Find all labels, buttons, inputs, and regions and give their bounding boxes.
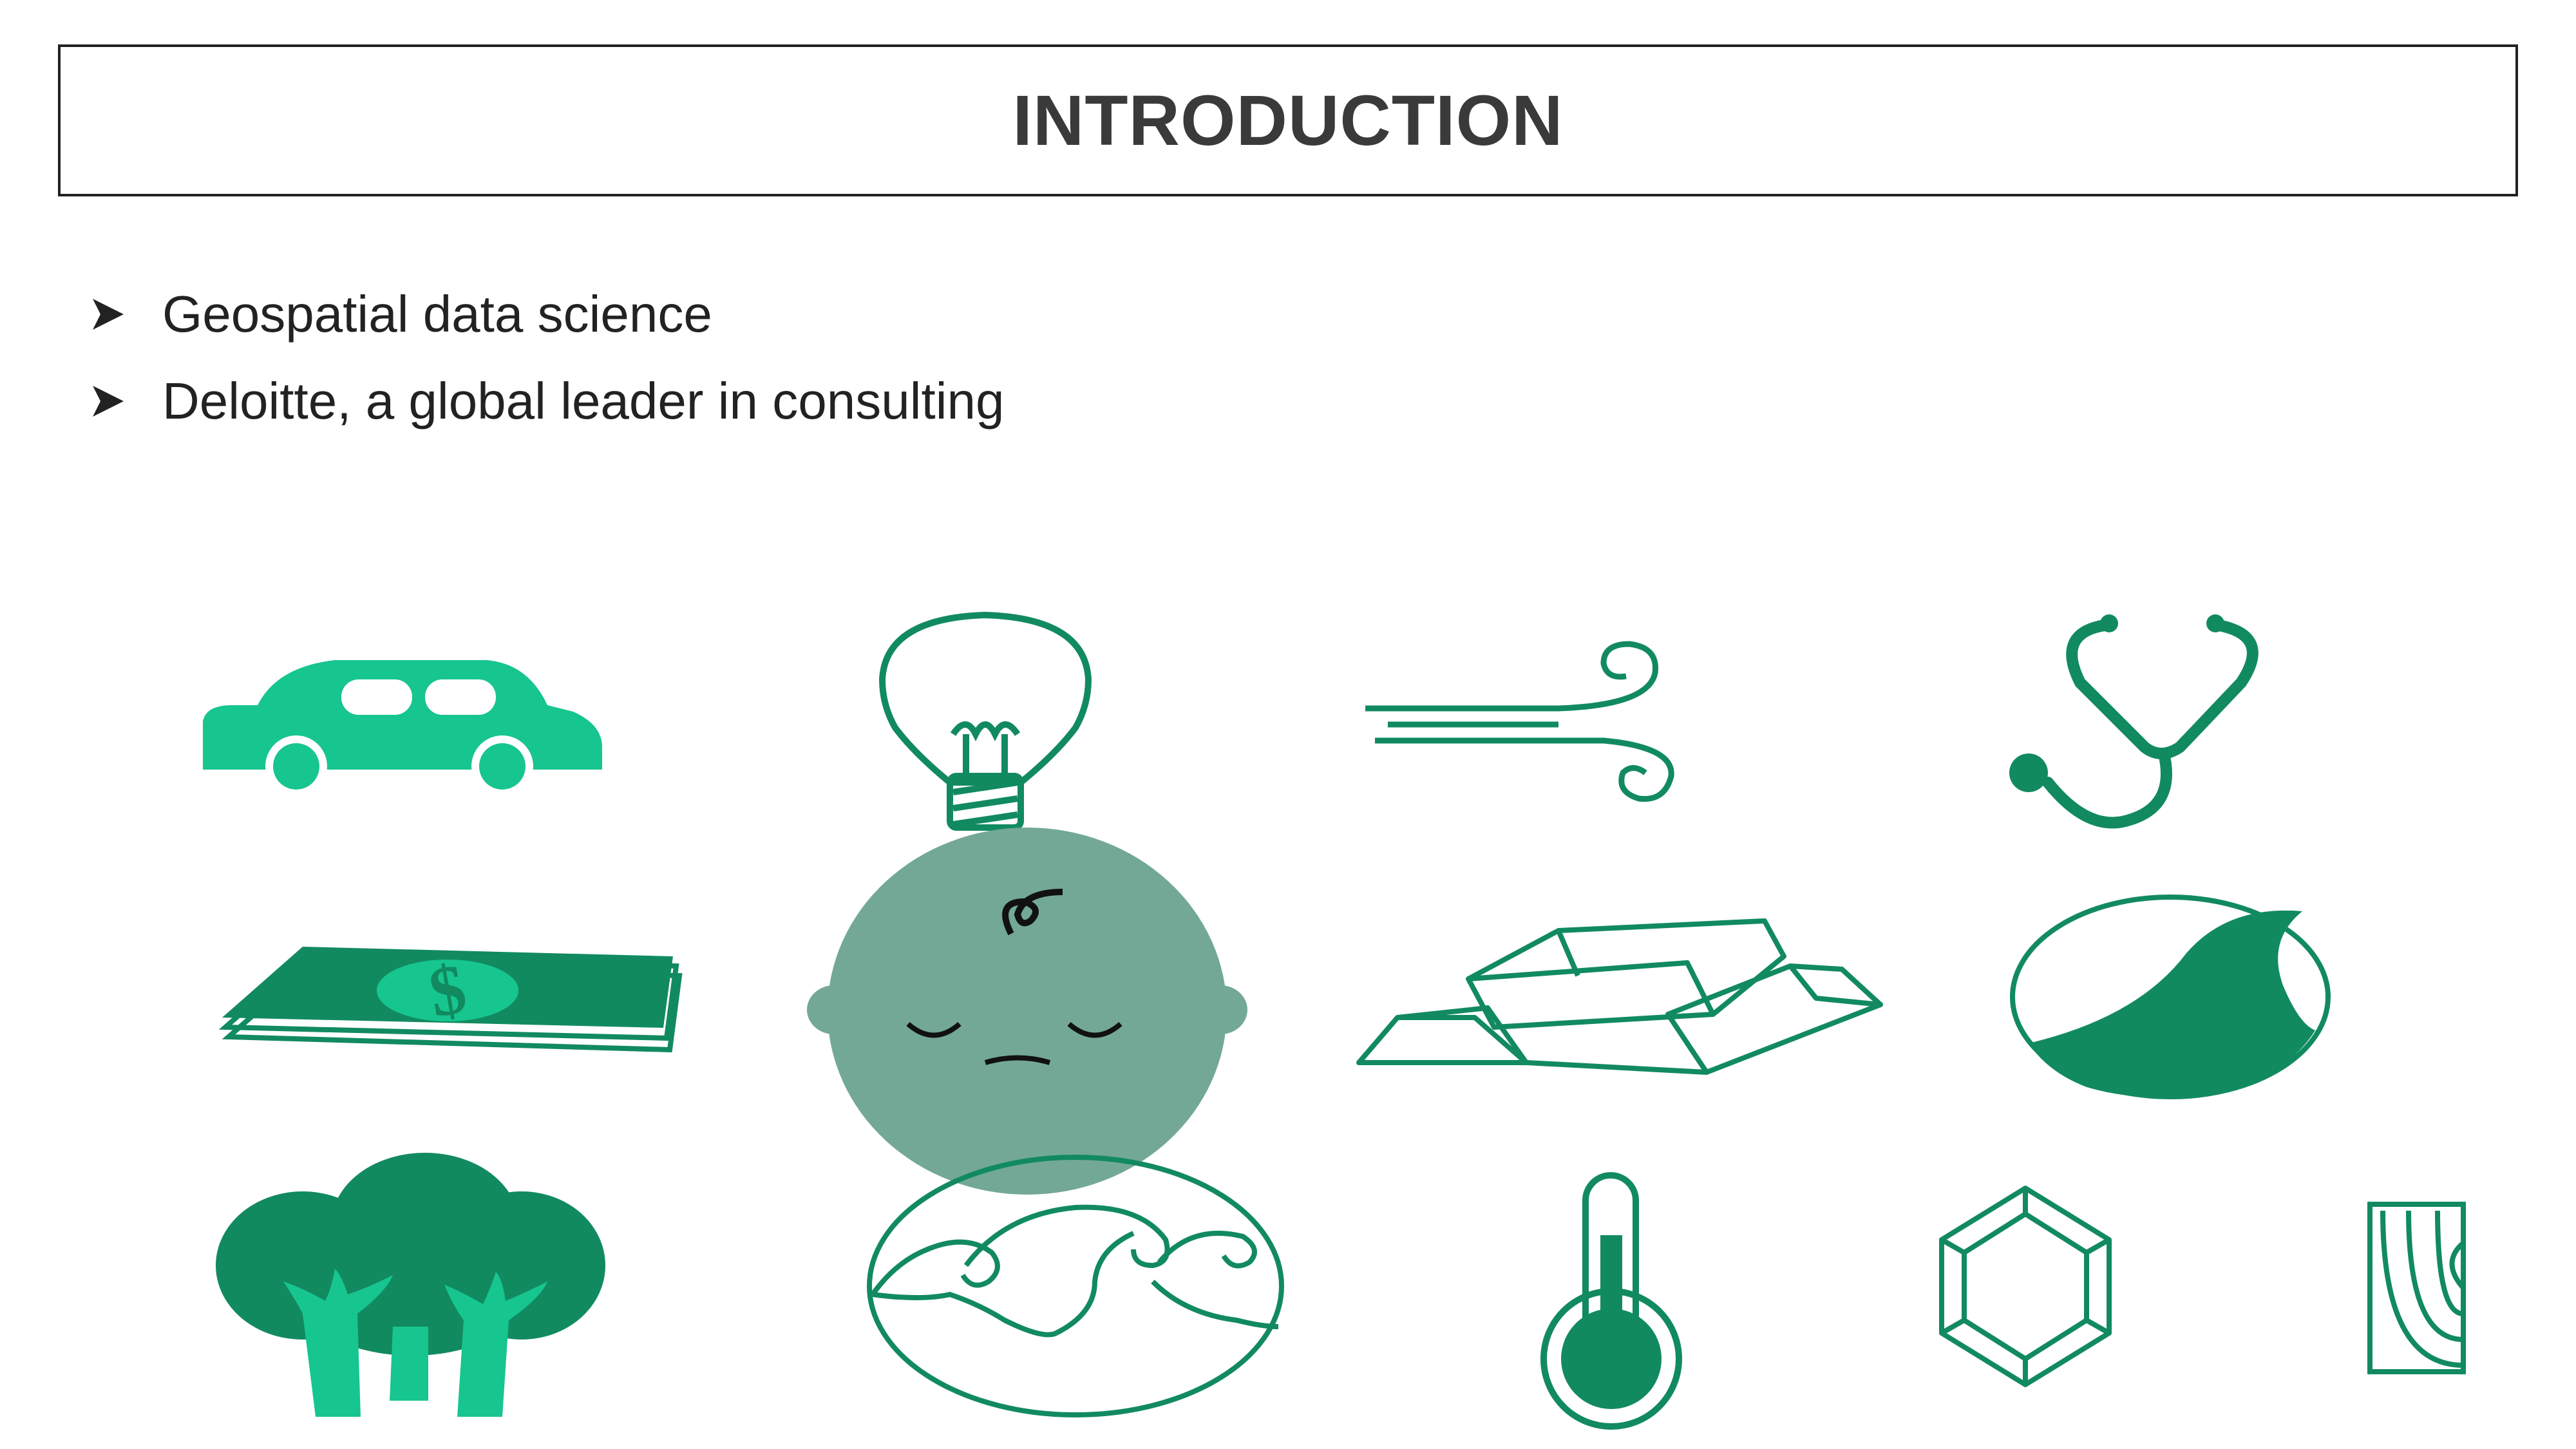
lightbulb-icon	[878, 611, 1092, 831]
ocean-waves-icon	[867, 1155, 1284, 1417]
wave-circle-icon	[2010, 895, 2331, 1099]
bullet-list: Geospatial data science Deloitte, a glob…	[90, 270, 1005, 444]
arrow-bullet-icon	[93, 298, 124, 330]
gold-bars-icon	[1356, 918, 1883, 1075]
list-item: Deloitte, a global leader in consulting	[90, 357, 1005, 444]
trees-icon	[216, 1153, 605, 1417]
title-box: INTRODUCTION	[58, 44, 2518, 196]
car-icon	[203, 660, 602, 797]
page-title: INTRODUCTION	[1012, 80, 1564, 160]
gem-icon	[1939, 1186, 2112, 1387]
bullet-text: Deloitte, a global leader in consulting	[162, 372, 1005, 430]
bullet-text: Geospatial data science	[162, 285, 712, 343]
thermometer-icon	[1540, 1172, 1682, 1430]
list-item: Geospatial data science	[90, 270, 1005, 357]
baby-face-icon	[807, 828, 1247, 1195]
money-icon: $	[218, 947, 683, 1053]
arrow-bullet-icon	[93, 385, 124, 417]
wind-icon	[1365, 641, 1674, 802]
stethoscope-icon	[2009, 614, 2259, 829]
svg-text:$: $	[423, 949, 471, 1032]
tree-rings-icon	[2367, 1202, 2466, 1374]
